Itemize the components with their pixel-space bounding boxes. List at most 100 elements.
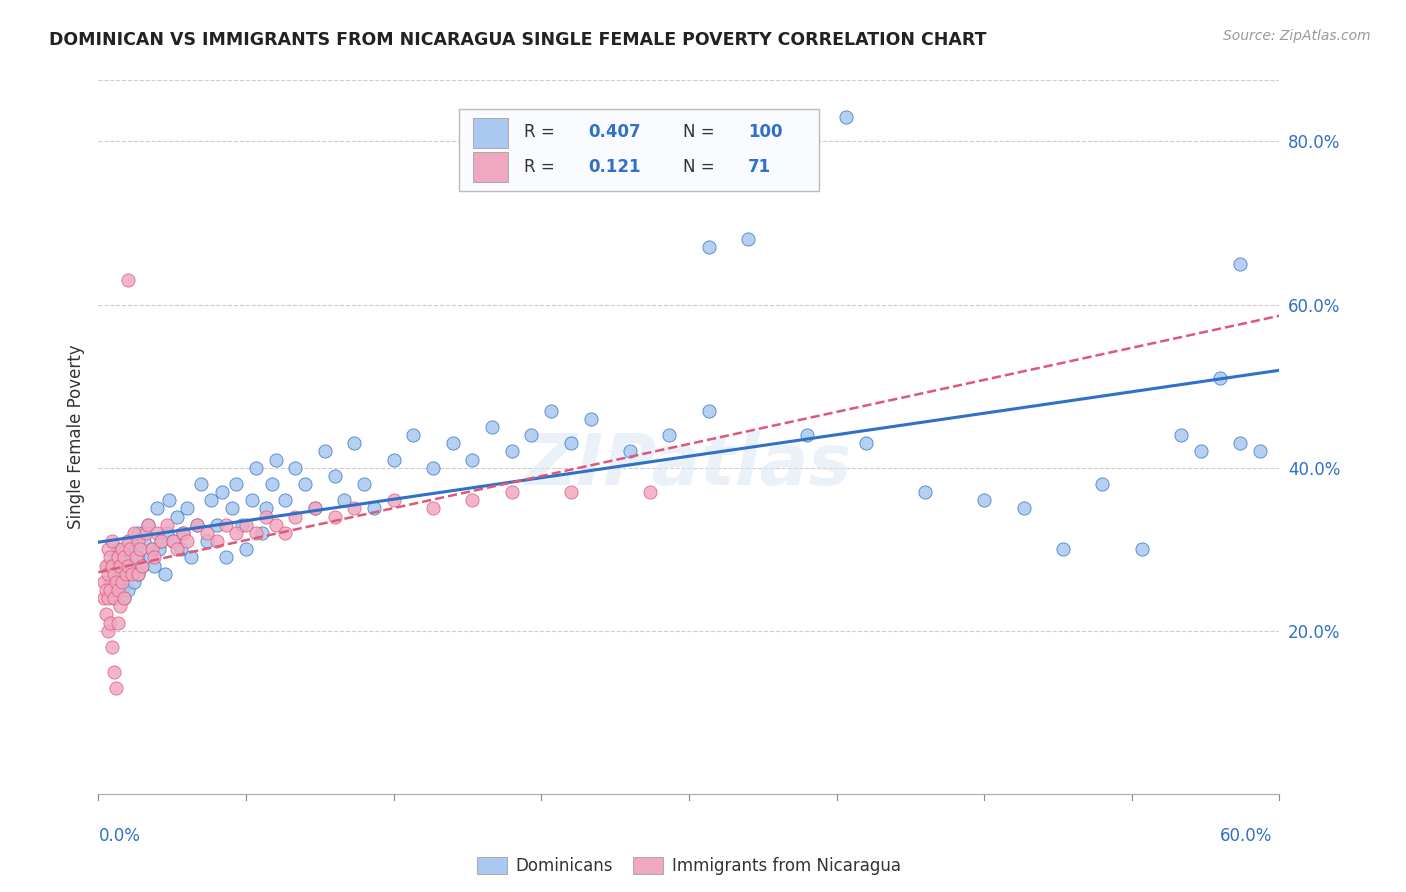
Point: [127, 566, 149, 581]
Point: [103, 566, 125, 581]
Point: [835, 110, 858, 124]
Bar: [472, 118, 508, 148]
Point: [1249, 444, 1271, 458]
Point: [1229, 436, 1251, 450]
Point: [122, 574, 145, 589]
Point: [112, 591, 135, 606]
Point: [103, 591, 125, 606]
Point: [96, 582, 118, 597]
Text: ZIPatlas: ZIPatlas: [526, 431, 852, 500]
Point: [115, 566, 138, 581]
Point: [461, 493, 484, 508]
Point: [150, 534, 173, 549]
Point: [127, 525, 149, 540]
Point: [166, 509, 188, 524]
Point: [254, 509, 277, 524]
Text: Source: ZipAtlas.com: Source: ZipAtlas.com: [1223, 29, 1371, 43]
Point: [105, 550, 128, 565]
Point: [121, 550, 143, 565]
Point: [343, 501, 366, 516]
Point: [138, 550, 160, 565]
Point: [107, 566, 129, 581]
Point: [200, 493, 222, 508]
Point: [156, 517, 179, 532]
Point: [97, 591, 120, 606]
Text: 0.121: 0.121: [589, 159, 641, 177]
Text: N =: N =: [683, 123, 714, 141]
Point: [131, 558, 153, 573]
Point: [117, 558, 139, 573]
Point: [97, 624, 120, 638]
Point: [176, 534, 198, 549]
Point: [115, 542, 138, 557]
Text: 100: 100: [748, 123, 783, 141]
Point: [186, 517, 208, 532]
Point: [103, 591, 125, 606]
Point: [240, 493, 263, 508]
Point: [146, 525, 169, 540]
Point: [186, 517, 208, 532]
Point: [1012, 501, 1035, 516]
Point: [155, 566, 177, 581]
Point: [205, 517, 228, 532]
Point: [323, 468, 346, 483]
Point: [111, 566, 134, 581]
Y-axis label: Single Female Poverty: Single Female Poverty: [66, 345, 84, 529]
Point: [97, 566, 120, 581]
Point: [127, 534, 149, 549]
Point: [117, 558, 139, 573]
Point: [914, 485, 936, 500]
Point: [560, 485, 582, 500]
Point: [215, 517, 238, 532]
Point: [148, 542, 170, 557]
Point: [93, 591, 115, 606]
Point: [101, 534, 124, 549]
Point: [195, 534, 218, 549]
Point: [97, 558, 120, 573]
Point: [108, 558, 131, 573]
Point: [112, 550, 135, 565]
Point: [1130, 542, 1153, 557]
Point: [1052, 542, 1074, 557]
Point: [112, 550, 135, 565]
Point: [284, 509, 307, 524]
Point: [422, 501, 444, 516]
Point: [540, 403, 562, 417]
Point: [136, 517, 159, 532]
Point: [141, 542, 163, 557]
Point: [107, 582, 129, 597]
Point: [231, 517, 253, 532]
Point: [619, 444, 641, 458]
Point: [156, 525, 179, 540]
Point: [796, 428, 818, 442]
Point: [481, 420, 503, 434]
Text: DOMINICAN VS IMMIGRANTS FROM NICARAGUA SINGLE FEMALE POVERTY CORRELATION CHART: DOMINICAN VS IMMIGRANTS FROM NICARAGUA S…: [49, 31, 987, 49]
Point: [855, 436, 877, 450]
Point: [697, 240, 720, 254]
Point: [382, 493, 405, 508]
Point: [132, 534, 155, 549]
Point: [166, 542, 188, 557]
Point: [195, 525, 218, 540]
Point: [170, 542, 193, 557]
Point: [146, 501, 169, 516]
Point: [118, 534, 141, 549]
Bar: [472, 153, 508, 182]
Point: [461, 452, 484, 467]
Point: [96, 558, 118, 573]
Point: [180, 550, 202, 565]
Point: [176, 501, 198, 516]
Point: [190, 477, 212, 491]
Point: [221, 501, 243, 516]
Point: [1170, 428, 1192, 442]
Point: [422, 460, 444, 475]
Point: [235, 542, 257, 557]
Point: [323, 509, 346, 524]
Point: [101, 558, 124, 573]
Point: [333, 493, 356, 508]
Point: [162, 534, 184, 549]
Point: [1229, 257, 1251, 271]
Point: [107, 550, 129, 565]
Text: 0.0%: 0.0%: [98, 827, 141, 845]
Point: [96, 607, 118, 622]
